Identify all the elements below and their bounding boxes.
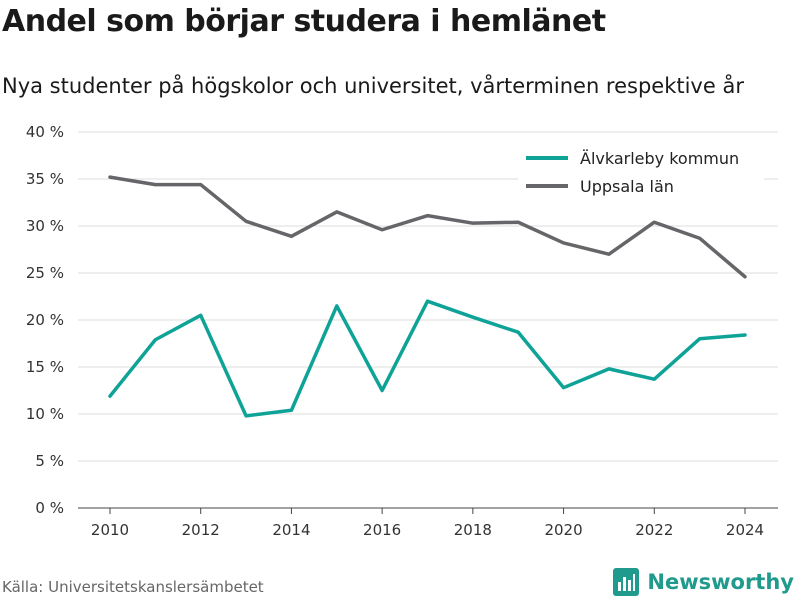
series-line-0 (108, 299, 747, 418)
y-tick-label: 15 % (26, 358, 64, 376)
x-tick-label: 2016 (363, 521, 401, 539)
x-tick-label: 2022 (635, 521, 673, 539)
chart-title: Andel som börjar studera i hemlänet (2, 4, 606, 39)
y-tick-label: 5 % (35, 452, 64, 470)
x-tick-label: 2018 (454, 521, 492, 539)
x-tick-label: 2010 (91, 521, 129, 539)
y-tick-label: 10 % (26, 405, 64, 423)
legend-label: Uppsala län (580, 177, 674, 196)
chart-subtitle: Nya studenter på högskolor och universit… (2, 74, 744, 98)
y-tick-label: 35 % (26, 170, 64, 188)
y-tick-label: 25 % (26, 264, 64, 282)
brand-logo[interactable]: Newsworthy (613, 568, 794, 596)
brand-name: Newsworthy (647, 570, 794, 594)
x-tick-label: 2014 (272, 521, 310, 539)
x-axis-ticks: 2010 2012 2014 2016 2018 2020 2022 2024 (91, 508, 764, 539)
legend-label: Älvkarleby kommun (580, 149, 739, 168)
x-tick-label: 2024 (726, 521, 764, 539)
x-tick-label: 2020 (544, 521, 582, 539)
legend-background (518, 143, 764, 203)
series-lines (108, 175, 747, 418)
source-note: Källa: Universitetskanslersämbetet (2, 578, 264, 596)
bar-chart-logo-icon (613, 568, 640, 596)
series-line-1 (108, 175, 747, 279)
y-tick-label: 30 % (26, 217, 64, 235)
y-tick-label: 0 % (35, 499, 64, 517)
y-axis-ticks: 0 % 5 % 10 % 15 % 20 % 25 % 30 % 35 % 40 % (26, 123, 64, 517)
y-tick-label: 40 % (26, 123, 64, 141)
y-tick-label: 20 % (26, 311, 64, 329)
legend: Älvkarleby kommun Uppsala län (518, 143, 764, 203)
x-tick-label: 2012 (182, 521, 220, 539)
